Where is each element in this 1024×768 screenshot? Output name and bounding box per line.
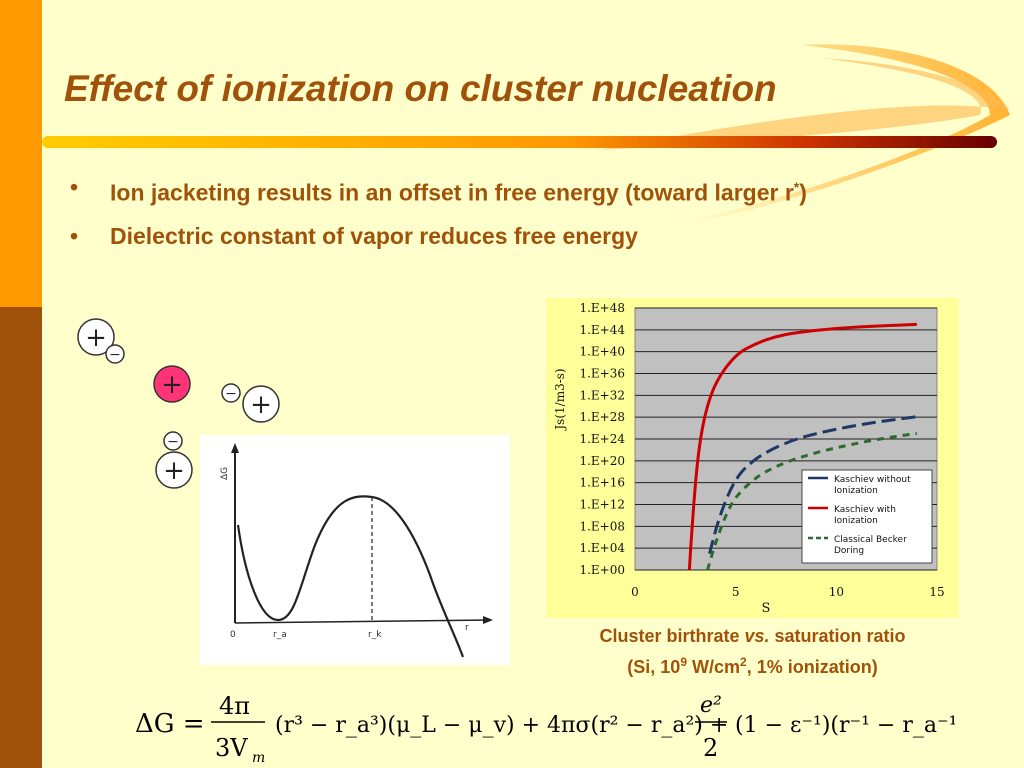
free-energy-equation: ΔG = 4π 3V m (r³ − r_a³)(μ_L − μ_v) + 4π… (135, 692, 955, 766)
title-swoosh-decoration (42, 44, 1010, 231)
equation-frac2-denominator: 2 (703, 734, 718, 762)
legend-label: Doring (834, 546, 864, 556)
caption-text: , 1% ionization) (746, 657, 878, 677)
series-line (687, 322, 917, 571)
y-tick-label: 1.E+16 (579, 476, 625, 490)
bullet-dielectric: • Dielectric constant of vapor reduces f… (70, 221, 870, 252)
sketch-y-arrow-icon (231, 443, 239, 453)
caption-text: W/cm (687, 657, 741, 677)
equation-frac1-subscript: m (252, 750, 265, 766)
slide-title: Effect of ionization on cluster nucleati… (64, 68, 777, 109)
free-energy-sketch: ΔG 0 r_a r_k r (200, 435, 510, 665)
y-tick-label: 1.E+32 (579, 388, 625, 402)
chart-caption: Cluster birthrate vs. saturation ratio (… (546, 623, 959, 680)
bullet-ion-jacketing: • Ion jacketing results in an offset in … (70, 172, 870, 209)
left-accent-bar-orange (0, 0, 42, 307)
y-axis-label: Js(1/m3-s) (553, 368, 567, 431)
x-axis-label: S (762, 601, 771, 616)
bullet-text: Ion jacketing results in an offset in fr… (110, 179, 794, 206)
y-tick-label: 1.E+36 (579, 367, 625, 381)
sketch-ylabel: ΔG (220, 467, 230, 480)
free-energy-curve-plot: ΔG 0 r_a r_k r (220, 443, 493, 658)
caption-text: Cluster birthrate (599, 626, 745, 646)
legend-label: Kaschiev with (834, 505, 896, 515)
minus-ion-label: − (109, 347, 121, 363)
equation-frac1-numerator: 4π (219, 692, 250, 720)
series-line (706, 432, 918, 571)
y-tick-label: 1.E+04 (579, 541, 625, 555)
sketch-rk-label: r_k (368, 630, 382, 640)
nucleation-rate-chart: 1.E+00 1.E+04 1.E+08 1.E+12 1.E+16 1.E+20 1.E+… (546, 298, 959, 618)
equation-lhs: ΔG = (135, 709, 205, 739)
y-tick-label: 1.E+40 (579, 345, 625, 359)
ion-jacket-diagram: + − + − + − + (77, 318, 280, 489)
y-tick-label: 1.E+20 (579, 454, 625, 468)
plus-ion-label: + (85, 323, 107, 353)
caption-text: (Si, 10 (627, 657, 681, 677)
plus-ion-label: + (250, 390, 272, 420)
minus-ion-label: − (167, 434, 179, 450)
legend-box (801, 469, 933, 564)
y-tick-label: 1.E+24 (579, 432, 625, 446)
bullet-dot-icon: • (70, 174, 79, 200)
caption-text: saturation ratio (769, 626, 906, 646)
legend-label: Classical Becker (834, 535, 907, 545)
legend-label: Ionization (834, 486, 878, 496)
legend-label: Ionization (834, 516, 878, 526)
equation-term1: (r³ − r_a³)(μ_L − μ_v) + 4πσ(r² − r_a²) … (275, 713, 728, 738)
y-tick-label: 1.E+28 (579, 410, 625, 424)
equation-frac1-denominator: 3V (215, 734, 248, 762)
y-tick-label: 1.E+44 (579, 323, 625, 337)
sketch-ra-label: r_a (273, 630, 287, 640)
sketch-r-label: r (465, 623, 469, 633)
x-tick-label: 0 (631, 585, 639, 599)
bullet-text: Dielectric constant of vapor reduces fre… (110, 222, 638, 249)
sketch-free-energy-curve (236, 495, 465, 658)
plus-ion-label: + (163, 456, 185, 486)
x-tick-label: 15 (929, 585, 944, 599)
sketch-x-axis (234, 619, 491, 624)
x-tick-label: 5 (732, 585, 740, 599)
ion-pair-1: + − (77, 318, 125, 364)
bullet-text-tail: ) (799, 179, 807, 206)
plus-ion-label: + (161, 370, 183, 400)
equation-term2: (1 − ε⁻¹)(r⁻¹ − r_a⁻¹) (735, 713, 955, 738)
bullet-list: • Ion jacketing results in an offset in … (70, 172, 870, 264)
y-tick-label: 1.E+08 (579, 519, 625, 533)
sketch-origin-label: 0 (230, 630, 236, 640)
legend-label: Kaschiev without (834, 475, 911, 485)
ion-pair-3: − + (155, 431, 193, 489)
caption-sup: 2 (740, 655, 747, 669)
y-tick-label: 1.E+12 (579, 498, 625, 512)
bullet-superscript: * (793, 179, 800, 195)
left-accent-bar-brown (0, 307, 42, 768)
bare-ion: + (153, 365, 191, 403)
bullet-dot-icon: • (70, 222, 79, 249)
caption-sup: 9 (680, 655, 687, 669)
sketch-x-arrow-icon (483, 616, 493, 624)
caption-italic-text: vs. (744, 626, 770, 646)
caption-line-1: Cluster birthrate vs. saturation ratio (546, 623, 959, 649)
ion-pair-2: − + (221, 383, 280, 423)
y-tick-label: 1.E+48 (579, 301, 625, 315)
x-tick-label: 10 (829, 585, 844, 599)
y-tick-label: 1.E+00 (579, 563, 625, 577)
equation-frac2-numerator: e² (700, 693, 722, 718)
series-line (708, 415, 918, 555)
caption-line-2: (Si, 109 W/cm2, 1% ionization) (546, 649, 959, 680)
chart-svg: 1.E+00 1.E+04 1.E+08 1.E+12 1.E+16 1.E+20 1.E+… (553, 301, 945, 616)
minus-ion-label: − (225, 386, 237, 402)
